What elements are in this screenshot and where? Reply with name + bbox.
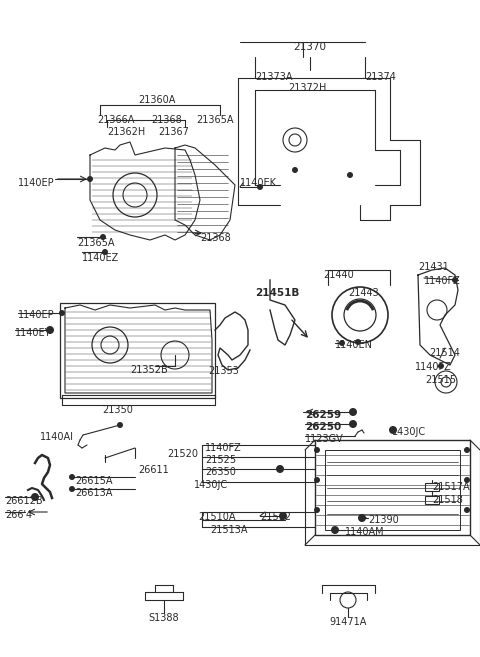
Bar xyxy=(60,303,215,398)
Circle shape xyxy=(389,426,397,434)
Text: 26615A: 26615A xyxy=(75,476,112,486)
Circle shape xyxy=(31,493,39,501)
Text: 26350: 26350 xyxy=(205,467,236,477)
Text: 21451B: 21451B xyxy=(255,288,300,298)
Circle shape xyxy=(102,249,108,255)
Circle shape xyxy=(46,326,54,334)
Text: S1388: S1388 xyxy=(149,613,180,623)
Circle shape xyxy=(314,477,320,483)
Text: 266'4: 266'4 xyxy=(5,510,32,520)
Text: 21440: 21440 xyxy=(323,270,354,280)
Text: 1430JC: 1430JC xyxy=(392,427,426,437)
Circle shape xyxy=(464,477,470,483)
Text: 1140EZ: 1140EZ xyxy=(82,253,119,263)
Circle shape xyxy=(358,514,366,522)
Text: 1123GV: 1123GV xyxy=(305,434,344,444)
Circle shape xyxy=(276,465,284,473)
Text: 21431: 21431 xyxy=(418,262,449,272)
Text: 1430JC: 1430JC xyxy=(194,480,228,490)
Text: 21353: 21353 xyxy=(208,366,239,376)
Circle shape xyxy=(292,167,298,173)
Text: 1140EN: 1140EN xyxy=(335,340,373,350)
Text: 26612B: 26612B xyxy=(5,496,43,506)
Text: 21513A: 21513A xyxy=(210,525,248,535)
Circle shape xyxy=(314,447,320,453)
Text: 21443: 21443 xyxy=(348,288,379,298)
Text: 21512: 21512 xyxy=(260,512,291,522)
Circle shape xyxy=(452,277,458,283)
Text: 21365A: 21365A xyxy=(77,238,115,248)
Text: 21515: 21515 xyxy=(425,375,456,385)
Circle shape xyxy=(87,176,93,182)
Circle shape xyxy=(314,507,320,513)
Text: 21518: 21518 xyxy=(432,495,463,505)
Text: 21520: 21520 xyxy=(167,449,198,459)
Text: 21368: 21368 xyxy=(200,233,231,243)
Text: 21390: 21390 xyxy=(368,515,399,525)
Text: 1140FZ: 1140FZ xyxy=(205,443,242,453)
Circle shape xyxy=(117,422,123,428)
Circle shape xyxy=(349,408,357,416)
Text: 21362H: 21362H xyxy=(107,127,145,137)
Text: 21370: 21370 xyxy=(293,42,326,52)
Text: 21525: 21525 xyxy=(205,455,236,465)
Circle shape xyxy=(257,184,263,190)
Text: 21510A: 21510A xyxy=(198,512,236,522)
Circle shape xyxy=(69,474,75,480)
Text: 21514: 21514 xyxy=(429,348,460,358)
Text: 21373A: 21373A xyxy=(255,72,292,82)
Circle shape xyxy=(464,507,470,513)
Text: 21350: 21350 xyxy=(103,405,133,415)
Bar xyxy=(315,440,470,535)
Bar xyxy=(425,496,439,504)
Bar xyxy=(325,450,460,530)
Text: 91471A: 91471A xyxy=(329,617,367,627)
Circle shape xyxy=(355,339,361,345)
Text: 21352B: 21352B xyxy=(130,365,168,375)
Text: 1140EP: 1140EP xyxy=(18,178,55,188)
Circle shape xyxy=(438,363,444,369)
Circle shape xyxy=(59,310,65,316)
Text: 1140FZ: 1140FZ xyxy=(424,276,461,286)
Circle shape xyxy=(349,420,357,428)
Text: 26259: 26259 xyxy=(305,410,341,420)
Circle shape xyxy=(464,447,470,453)
Text: 21365A: 21365A xyxy=(196,115,233,125)
Text: 26611: 26611 xyxy=(138,465,169,475)
Text: 21367: 21367 xyxy=(158,127,189,137)
Circle shape xyxy=(339,340,345,346)
Text: 26250: 26250 xyxy=(305,422,341,432)
Circle shape xyxy=(69,486,75,492)
Text: 1140FZ: 1140FZ xyxy=(415,362,452,372)
Circle shape xyxy=(100,234,106,240)
Text: 1140EY: 1140EY xyxy=(15,328,51,338)
Text: 21372H: 21372H xyxy=(288,83,326,93)
Text: 21366A: 21366A xyxy=(97,115,134,125)
Text: 1140EP: 1140EP xyxy=(18,310,55,320)
Text: 21517A: 21517A xyxy=(432,482,469,492)
Bar xyxy=(425,483,439,491)
Text: 1140EK: 1140EK xyxy=(240,178,277,188)
Text: 26613A: 26613A xyxy=(75,488,112,498)
Circle shape xyxy=(347,172,353,178)
Circle shape xyxy=(279,512,287,520)
Text: 21360A: 21360A xyxy=(138,95,176,105)
Text: 1140AI: 1140AI xyxy=(40,432,74,442)
Text: 21374: 21374 xyxy=(365,72,396,82)
Circle shape xyxy=(331,526,339,534)
Text: 21368: 21368 xyxy=(151,115,182,125)
Text: 1140AM: 1140AM xyxy=(345,527,384,537)
